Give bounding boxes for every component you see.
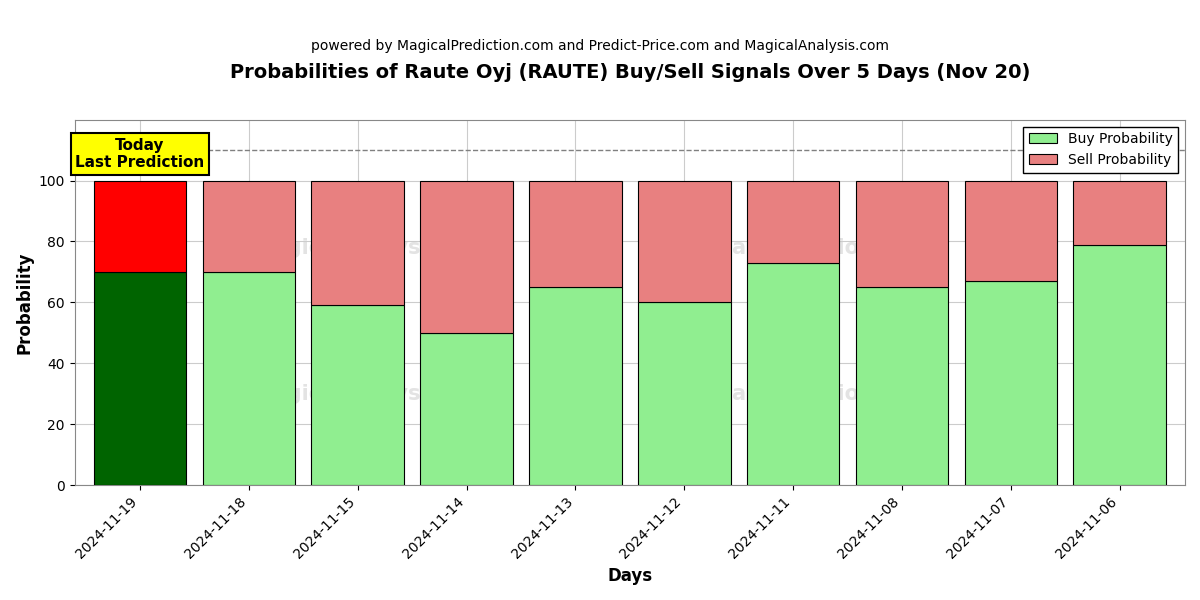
Bar <box>529 287 622 485</box>
Bar <box>965 281 1057 485</box>
Text: MagicalPrediction.com: MagicalPrediction.com <box>662 238 930 257</box>
Bar <box>746 181 839 263</box>
Bar <box>1074 181 1166 245</box>
Bar <box>638 302 731 485</box>
Bar <box>94 272 186 485</box>
Bar <box>94 181 186 272</box>
Bar <box>965 181 1057 281</box>
Bar <box>856 181 948 287</box>
Text: powered by MagicalPrediction.com and Predict-Price.com and MagicalAnalysis.com: powered by MagicalPrediction.com and Pre… <box>311 39 889 53</box>
Bar <box>203 272 295 485</box>
Legend: Buy Probability, Sell Probability: Buy Probability, Sell Probability <box>1024 127 1178 173</box>
Bar <box>203 181 295 272</box>
Text: MagicalAnalysis.com: MagicalAnalysis.com <box>252 384 497 404</box>
Title: Probabilities of Raute Oyj (RAUTE) Buy/Sell Signals Over 5 Days (Nov 20): Probabilities of Raute Oyj (RAUTE) Buy/S… <box>229 63 1030 82</box>
Bar <box>856 287 948 485</box>
Bar <box>312 305 404 485</box>
Bar <box>746 263 839 485</box>
Bar <box>529 181 622 287</box>
Bar <box>420 333 512 485</box>
Text: MagicalAnalysis.com: MagicalAnalysis.com <box>252 238 497 257</box>
Bar <box>312 181 404 305</box>
Y-axis label: Probability: Probability <box>16 251 34 353</box>
Bar <box>1074 245 1166 485</box>
Text: MagicalPrediction.com: MagicalPrediction.com <box>662 384 930 404</box>
Bar <box>638 181 731 302</box>
X-axis label: Days: Days <box>607 567 653 585</box>
Bar <box>420 181 512 333</box>
Text: Today
Last Prediction: Today Last Prediction <box>76 138 204 170</box>
